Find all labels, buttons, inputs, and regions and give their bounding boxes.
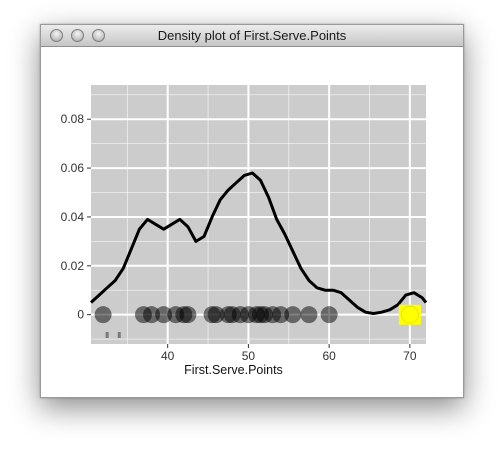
- data-point: [284, 306, 302, 324]
- x-tick-label: 50: [242, 349, 256, 363]
- data-point: [207, 306, 225, 324]
- x-axis-label: First.Serve.Points: [184, 363, 283, 377]
- plot-canvas[interactable]: 40 50 60 70 0 0.02 0.04 0.06 0.08 First.Serve.Poi…: [41, 47, 463, 397]
- title-bar[interactable]: Density plot of First.Serve.Points: [41, 25, 463, 47]
- data-point: [143, 306, 161, 324]
- y-tick-label: 0.02: [61, 259, 85, 273]
- data-point: [155, 306, 173, 324]
- window-title: Density plot of First.Serve.Points: [157, 28, 347, 43]
- plot-window: Density plot of First.Serve.Points 40 50 6…: [40, 24, 464, 398]
- data-point-highlighted: [400, 305, 419, 324]
- rug-mark: [105, 332, 109, 338]
- data-point: [272, 306, 290, 324]
- data-point: [300, 306, 318, 324]
- x-tick-label: 40: [161, 349, 175, 363]
- plot-panel: [91, 85, 426, 344]
- minimize-button[interactable]: [71, 29, 84, 42]
- close-button[interactable]: [50, 29, 63, 42]
- y-tick-label: 0.08: [61, 112, 85, 126]
- y-tick-label: 0.06: [61, 161, 85, 175]
- y-tick-label: 0.04: [61, 210, 85, 224]
- density-plot[interactable]: 40 50 60 70 0 0.02 0.04 0.06 0.08 First.Serve.Poi…: [41, 47, 465, 397]
- x-tick-label: 60: [322, 349, 336, 363]
- data-point: [94, 306, 112, 324]
- data-point: [320, 306, 338, 324]
- y-tick-label: 0: [77, 308, 84, 322]
- rug-mark: [117, 332, 121, 338]
- density-curve: [89, 171, 428, 315]
- x-tick-label: 70: [403, 349, 417, 363]
- zoom-button[interactable]: [92, 29, 105, 42]
- data-point: [179, 306, 197, 324]
